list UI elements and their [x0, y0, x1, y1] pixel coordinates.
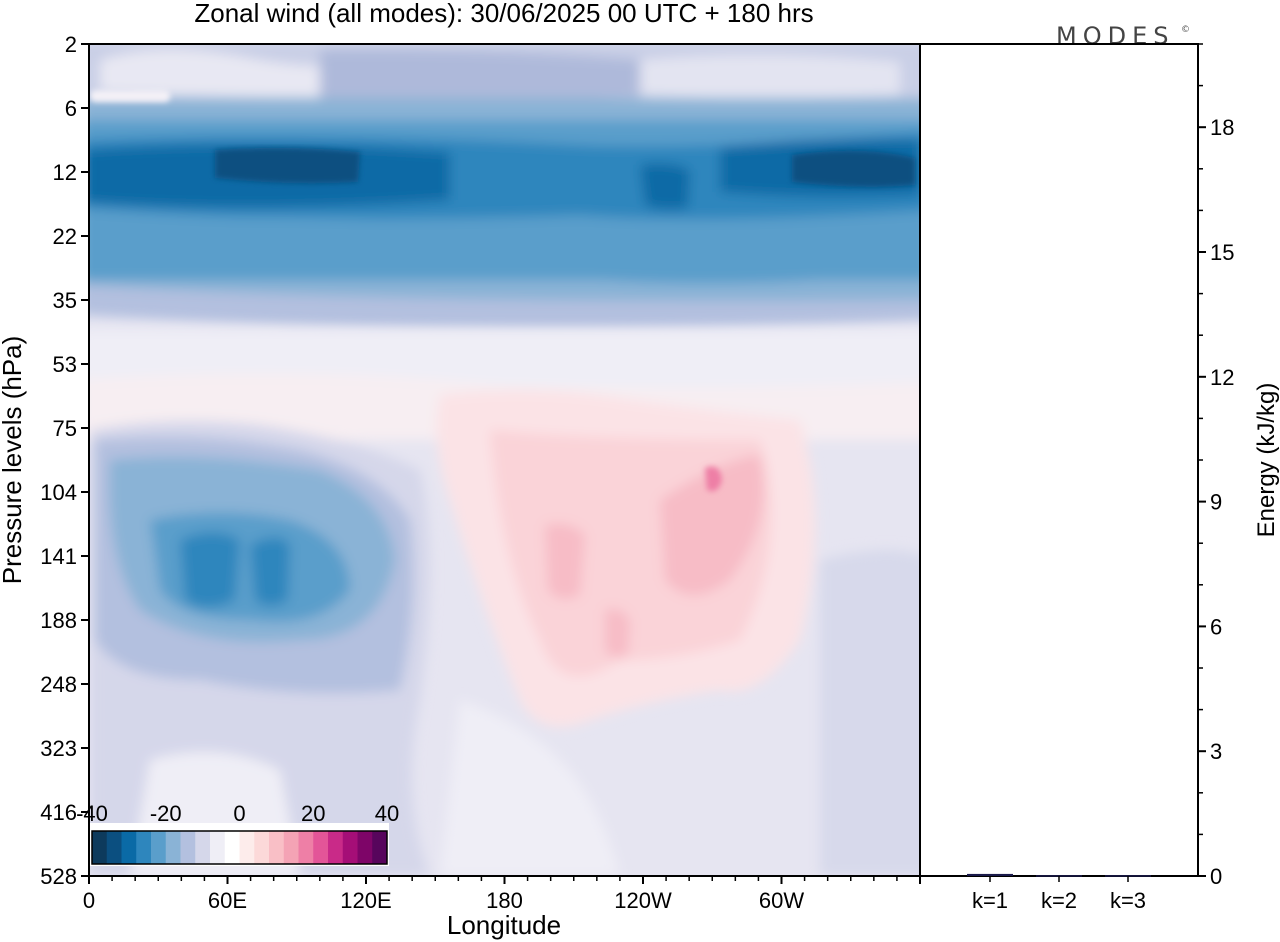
colorbar-tick-label: -20	[150, 801, 182, 826]
x-tick-label: 60E	[208, 888, 247, 913]
colorbar-swatch	[357, 831, 373, 864]
colorbar-swatch	[269, 831, 285, 864]
colorbar-swatch	[328, 831, 344, 864]
y-axis-label: Pressure levels (hPa)	[0, 336, 27, 585]
y-tick-label: 22	[53, 224, 77, 249]
energy-tick-label: 3	[1210, 739, 1222, 764]
colorbar-tick-label: -40	[76, 801, 108, 826]
energy-tick-label: 6	[1210, 614, 1222, 639]
colorbar-swatch	[92, 831, 108, 864]
energy-tick-label: 12	[1210, 365, 1234, 390]
colorbar-swatch	[136, 831, 152, 864]
pressure-axis: 2 6 12 22 35 53 75 104 141 188 248 323 416 528	[40, 32, 89, 889]
energy-bar-label: k=2	[1041, 888, 1077, 913]
energy-bar	[1105, 875, 1151, 877]
energy-bar	[967, 873, 1013, 876]
colorbar-swatch	[195, 831, 211, 864]
energy-tick-label: 15	[1210, 240, 1234, 265]
colorbar-swatch	[239, 831, 255, 864]
energy-axis-label: Energy (kJ/kg)	[1253, 383, 1280, 538]
colorbar-swatch	[254, 831, 270, 864]
y-tick-label: 35	[53, 288, 77, 313]
colorbar-swatch	[372, 831, 388, 864]
longitude-axis: 0 60E 120E 180 120W 60W	[83, 876, 921, 913]
y-tick-label: 104	[40, 480, 77, 505]
colorbar-swatch	[210, 831, 226, 864]
colorbar-swatch	[151, 831, 167, 864]
x-tick-label: 120E	[340, 888, 391, 913]
energy-tick-label: 18	[1210, 115, 1234, 140]
modes-logo-mark: ©	[1181, 25, 1196, 35]
energy-tick-label: 0	[1210, 864, 1222, 889]
colorbar-swatch	[313, 831, 329, 864]
x-axis-label: Longitude	[447, 910, 561, 940]
y-tick-label: 323	[40, 736, 77, 761]
colorbar-swatch	[165, 831, 181, 864]
colorbar-swatch	[121, 831, 137, 864]
colorbar-tick-label: 0	[233, 801, 245, 826]
energy-bar-label: k=1	[972, 888, 1008, 913]
y-tick-label: 2	[65, 32, 77, 57]
y-tick-label: 188	[40, 608, 77, 633]
x-tick-label: 180	[486, 888, 523, 913]
y-tick-label: 12	[53, 160, 77, 185]
x-tick-label: 0	[83, 888, 95, 913]
colorbar-swatch	[180, 831, 196, 864]
energy-panel-frame	[919, 43, 1199, 877]
colorbar-frame	[91, 830, 388, 865]
colorbar-tick-label: 40	[375, 801, 399, 826]
x-tick-label: 120W	[614, 888, 672, 913]
colorbar-swatch	[224, 831, 240, 864]
colorbar-tick-label: 20	[301, 801, 325, 826]
chart-title: Zonal wind (all modes): 30/06/2025 00 UT…	[194, 0, 813, 28]
y-tick-label: 528	[40, 864, 77, 889]
y-tick-label: 248	[40, 672, 77, 697]
colorbar-swatch	[342, 831, 358, 864]
x-tick-label: 60W	[759, 888, 804, 913]
heatmap-field	[89, 44, 920, 876]
y-tick-label: 416	[40, 800, 77, 825]
colorbar-swatch	[283, 831, 299, 864]
y-tick-label: 75	[53, 416, 77, 441]
energy-tick-label: 9	[1210, 490, 1222, 515]
colorbar-swatch	[106, 831, 122, 864]
energy-bars: k=1 k=2 k=3	[967, 873, 1151, 913]
y-tick-label: 6	[65, 96, 77, 121]
colorbar-swatch	[298, 831, 314, 864]
colorbar: -40 -20 0 20 40	[76, 801, 399, 866]
y-tick-label: 141	[40, 544, 77, 569]
y-tick-label: 53	[53, 352, 77, 377]
energy-axis: 0 3 6 9 12 15 18	[1198, 43, 1234, 889]
energy-bar-label: k=3	[1110, 888, 1146, 913]
energy-bar	[1036, 875, 1082, 877]
